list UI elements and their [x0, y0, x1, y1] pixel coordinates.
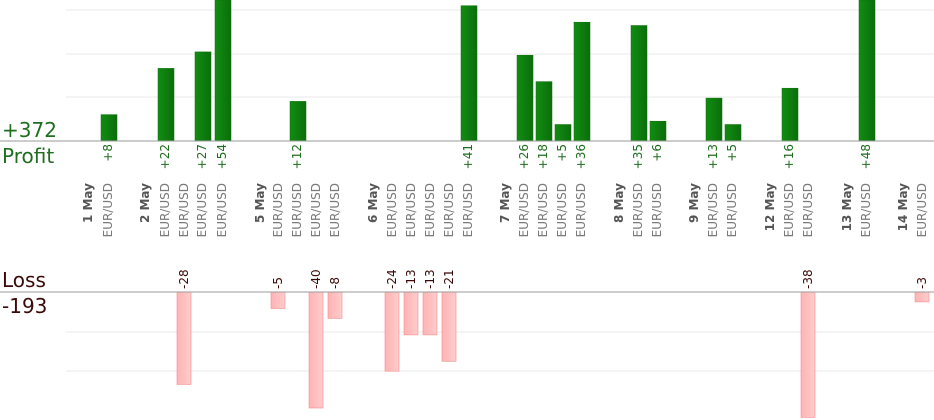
pair-label: EUR/USD — [101, 183, 115, 237]
pair-label: EUR/USD — [442, 183, 456, 237]
loss-value-label: -40 — [309, 269, 323, 289]
pair-label: EUR/USD — [309, 183, 323, 237]
profit-total: +372 — [2, 118, 57, 142]
loss-gridlines — [66, 331, 934, 372]
loss-total: -193 — [2, 294, 47, 318]
profit-bar — [554, 124, 572, 142]
pair-label: EUR/USD — [404, 183, 418, 237]
day-labels: 1 May 2 May 5 May 6 May 7 May 8 May 9 May 12 Ma… — [81, 183, 910, 232]
pair-label: EUR/USD — [195, 183, 209, 237]
loss-bar — [270, 291, 286, 309]
profit-bar — [289, 101, 307, 142]
day-label: 14 May — [896, 183, 910, 232]
profit-label: Profit — [2, 144, 54, 168]
pair-label: EUR/USD — [706, 183, 720, 237]
profit-value-label: +13 — [706, 144, 720, 169]
pair-label: EUR/USD — [915, 183, 929, 237]
loss-bar — [422, 291, 438, 336]
pair-label: EUR/USD — [271, 183, 285, 237]
pair-label: EUR/USD — [517, 183, 531, 237]
pair-label: EUR/USD — [801, 183, 815, 237]
profit-value-label: +36 — [574, 144, 588, 169]
pair-label: EUR/USD — [423, 183, 437, 237]
loss-bar — [403, 291, 419, 336]
pair-label: EUR/USD — [859, 183, 873, 237]
profit-bar — [858, 0, 876, 142]
trade-bars — [100, 0, 930, 418]
loss-value-label: -3 — [915, 277, 929, 289]
profit-bar — [214, 0, 232, 142]
profit-bar — [460, 5, 478, 142]
pair-label: EUR/USD — [650, 183, 664, 237]
profit-bar — [630, 25, 648, 142]
day-label: 6 May — [366, 183, 380, 223]
pair-label: EUR/USD — [461, 183, 475, 237]
day-label: 7 May — [498, 183, 512, 223]
day-label: 1 May — [81, 183, 95, 223]
loss-bar — [308, 291, 324, 409]
profit-bar — [516, 54, 534, 142]
profit-bar — [573, 21, 591, 142]
trade-value-labels: +8 +22 -28 +27 +54 -5 +12 -40 -8 -24 -13 -13 -21 +41 +… — [101, 144, 929, 289]
day-label: 5 May — [253, 183, 267, 223]
pair-label: EUR/USD — [631, 183, 645, 237]
loss-value-label: -8 — [328, 277, 342, 289]
profit-bar — [781, 87, 799, 142]
pair-label: EUR/USD — [782, 183, 796, 237]
pair-label: EUR/USD — [555, 183, 569, 237]
profit-bar — [649, 120, 667, 142]
pair-label: EUR/USD — [328, 183, 342, 237]
pair-label: EUR/USD — [158, 183, 172, 237]
loss-value-label: -28 — [177, 269, 191, 289]
profit-value-label: +26 — [517, 144, 531, 169]
profit-bar — [535, 81, 553, 142]
pair-label: EUR/USD — [215, 183, 229, 237]
loss-value-label: -21 — [442, 269, 456, 289]
loss-label: Loss — [2, 268, 46, 292]
day-label: 13 May — [840, 183, 854, 232]
day-label: 8 May — [612, 183, 626, 223]
pair-label: EUR/USD — [290, 183, 304, 237]
profit-value-label: +6 — [650, 144, 664, 162]
profit-bar — [194, 51, 212, 142]
profit-value-label: +18 — [536, 144, 550, 169]
profit-bar — [705, 97, 723, 142]
profit-value-label: +54 — [215, 144, 229, 169]
profit-value-label: +5 — [555, 144, 569, 162]
profit-bar — [100, 114, 118, 142]
loss-value-label: -5 — [271, 277, 285, 289]
profit-bar — [724, 124, 742, 142]
loss-value-label: -38 — [801, 269, 815, 289]
profit-value-label: +5 — [725, 144, 739, 162]
day-label: 9 May — [687, 183, 701, 223]
profit-value-label: +8 — [101, 144, 115, 162]
profit-bar — [157, 68, 175, 142]
profit-value-label: +16 — [782, 144, 796, 169]
loss-value-label: -24 — [385, 269, 399, 289]
pair-label: EUR/USD — [574, 183, 588, 237]
loss-bar — [441, 291, 457, 362]
loss-bar — [384, 291, 400, 372]
profit-value-label: +12 — [290, 144, 304, 169]
profit-value-label: +35 — [631, 144, 645, 169]
profit-value-label: +41 — [461, 144, 475, 169]
pair-label: EUR/USD — [725, 183, 739, 237]
loss-bar — [176, 291, 192, 385]
profit-value-label: +48 — [859, 144, 873, 169]
profit-value-label: +22 — [158, 144, 172, 169]
pair-label: EUR/USD — [385, 183, 399, 237]
loss-bar — [327, 291, 343, 319]
loss-value-label: -13 — [404, 269, 418, 289]
day-label: 2 May — [138, 183, 152, 223]
day-label: 12 May — [763, 183, 777, 232]
pair-label: EUR/USD — [536, 183, 550, 237]
loss-bar — [800, 291, 816, 418]
profit-value-label: +27 — [195, 144, 209, 169]
pair-labels: EUR/USD EUR/USD EUR/USD EUR/USD EUR/USD EUR/U… — [101, 183, 929, 237]
loss-bar — [914, 291, 930, 303]
loss-value-label: -13 — [423, 269, 437, 289]
pair-label: EUR/USD — [177, 183, 191, 237]
